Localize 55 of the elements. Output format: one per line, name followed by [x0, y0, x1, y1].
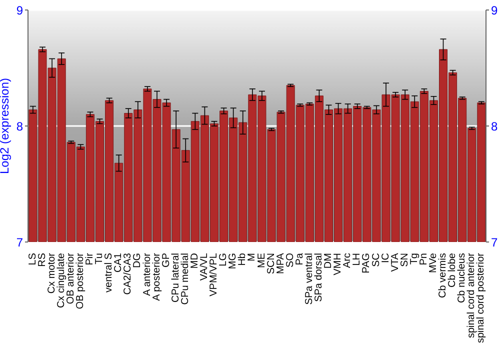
x-tick-label: MPA [275, 252, 286, 274]
x-tick-label: Cx cingulate [56, 252, 67, 308]
y2-tick-label: 7 [491, 235, 498, 250]
x-tick-label: SN [399, 253, 410, 267]
x-tick-label: CA2/CA3 [122, 252, 134, 295]
x-tick-label: Tu [94, 253, 106, 264]
x-tick-label: CPu lateral [170, 253, 182, 302]
x-tick-label: A posterior [151, 252, 162, 301]
x-tick-label: VPM/VPL [208, 252, 220, 296]
x-tick-label: Cb nucleus [456, 253, 468, 304]
x-tick-label: Cb vermis [438, 253, 449, 298]
x-tick-label: VTA [390, 252, 401, 272]
x-tick-label: MD [189, 253, 200, 269]
x-tick-label: DG [132, 252, 144, 268]
x-tick-label: Pir [84, 252, 96, 266]
x-tick-label: SO [284, 252, 296, 268]
x-tick-label: SPa ventral [304, 253, 315, 305]
x-tick-label: PAG [361, 252, 372, 274]
y-tick-label: 7 [16, 235, 24, 250]
x-tick-label: M [246, 253, 258, 262]
y-axis-title: Log2 (expression) [0, 78, 12, 174]
x-tick-label: VMH [332, 253, 344, 276]
x-tick-label: Arc [342, 253, 354, 268]
x-tick-label: A anterior [142, 252, 153, 296]
x-tick-label: OB anterior [65, 252, 76, 304]
x-tick-label: RS [36, 252, 48, 267]
y2-tick-label: 9 [491, 3, 498, 18]
y2-tick-label: 8 [491, 119, 498, 134]
x-tick-label: GP [160, 252, 172, 268]
x-tick-label: OB posterior [74, 252, 86, 310]
x-tick-label: Pa [294, 252, 306, 266]
y-tick-label: 9 [16, 3, 24, 18]
x-tick-label: ME [256, 252, 268, 268]
x-tick-label: SCN [266, 253, 277, 274]
y-tick-label: 8 [16, 119, 24, 134]
x-tick-label: MG [228, 252, 239, 270]
x-tick-label: spinal cord posterior [476, 252, 487, 344]
x-tick-label: Cb lobe [447, 252, 458, 288]
x-tick-label: LS [27, 252, 38, 266]
x-tick-label: Hb [237, 252, 248, 266]
x-tick-label: MVe [428, 252, 440, 274]
x-tick-label: Cx motor [46, 252, 58, 294]
x-tick-label: LG [218, 252, 230, 266]
x-tick-label: spinal cord anterior [466, 252, 478, 338]
x-tick-label: CPu medial [180, 253, 191, 305]
x-tick-label: IC [380, 253, 392, 263]
x-tick-label: VA/VL [199, 252, 210, 281]
x-tick-label: SPa dorsal [314, 253, 325, 302]
x-tick-label: CA1 [113, 252, 124, 272]
x-tick-label: LH [352, 253, 363, 266]
x-tick-label: Pn [418, 253, 430, 266]
x-tick-label: Tg [408, 253, 420, 265]
x-tick-label: ventral S [104, 252, 115, 292]
x-tick-label: DM [323, 253, 334, 269]
x-tick-label: SC [370, 253, 382, 267]
